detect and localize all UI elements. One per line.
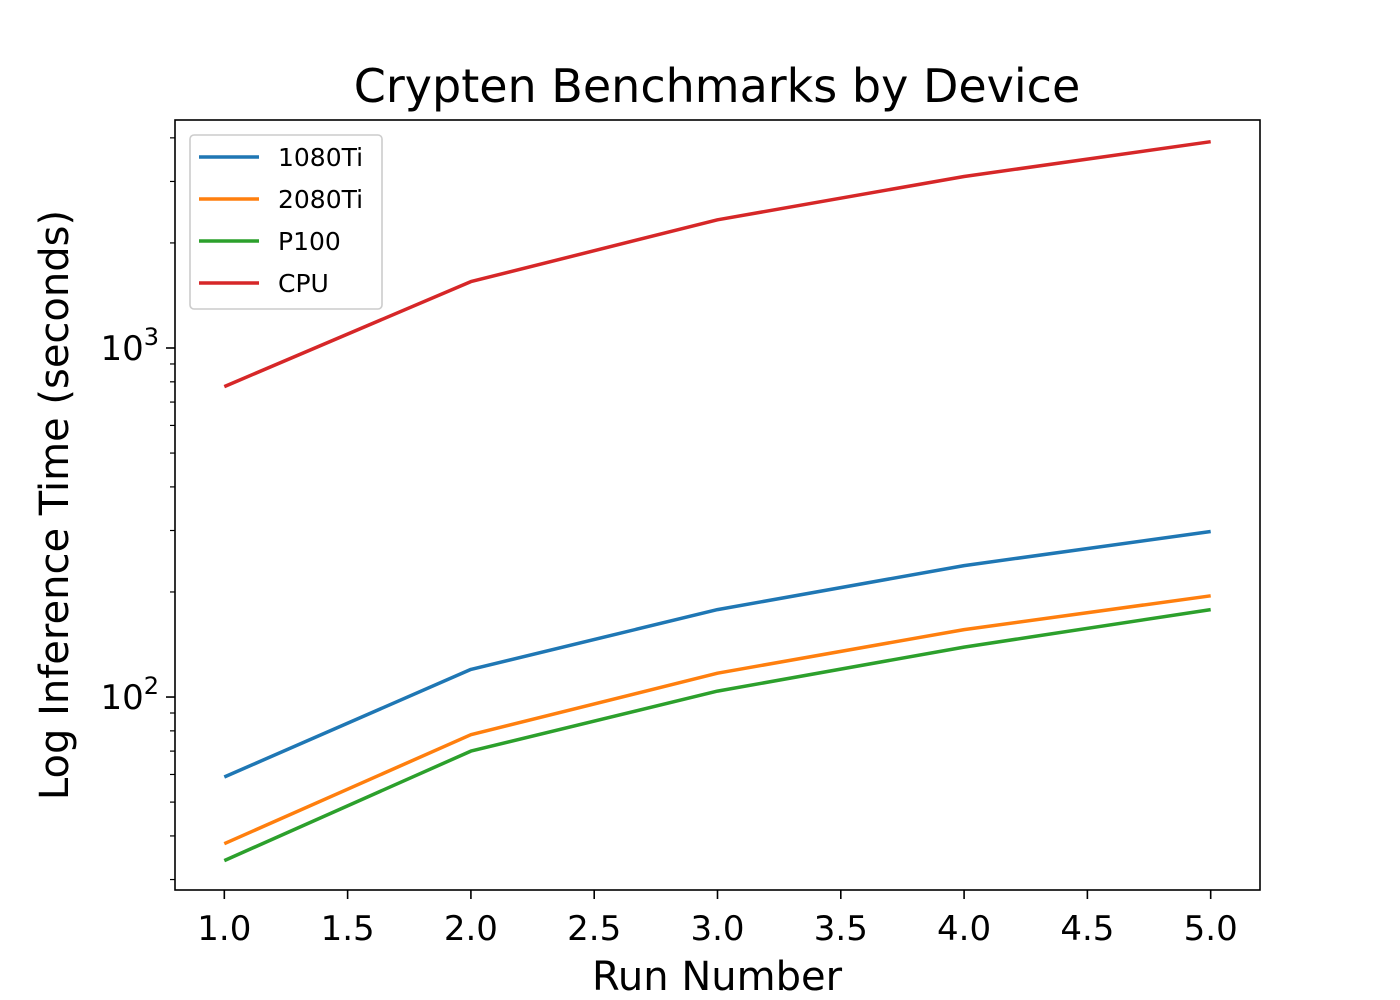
x-tick-label: 2.5	[567, 909, 621, 949]
series-line-cpu	[223, 139, 1211, 389]
y-axis-label: Log Inference Time (seconds)	[32, 210, 78, 800]
x-tick-label: 3.5	[814, 909, 868, 949]
x-tick-label: 4.5	[1060, 909, 1114, 949]
x-axis-label: Run Number	[592, 954, 843, 1000]
x-tick-label: 2.0	[444, 909, 498, 949]
x-tick-label: 4.0	[937, 909, 991, 949]
legend: 1080Ti 2080Ti P100 CPU	[189, 134, 383, 310]
plot-area	[223, 139, 1211, 863]
legend-label: 1080Ti	[278, 143, 363, 172]
chart-title: Crypten Benchmarks by Device	[354, 59, 1081, 113]
y-axis: 102 103	[100, 137, 175, 881]
series-line-2080ti	[223, 594, 1211, 846]
series-line-1080ti	[223, 529, 1211, 779]
legend-label: CPU	[278, 269, 329, 298]
x-tick-label: 3.0	[690, 909, 744, 949]
legend-label: 2080Ti	[278, 185, 363, 214]
x-tick-label: 1.5	[321, 909, 375, 949]
y-tick-label: 103	[100, 323, 159, 369]
x-axis: 1.0 1.5 2.0 2.5 3.0 3.5 4.0 4.5 5.0	[197, 890, 1238, 949]
x-tick-label: 1.0	[197, 909, 251, 949]
x-tick-label: 5.0	[1184, 909, 1238, 949]
series-line-p100	[223, 607, 1211, 863]
legend-box	[189, 134, 383, 310]
legend-label: P100	[278, 227, 341, 256]
y-tick-label: 102	[100, 672, 159, 718]
